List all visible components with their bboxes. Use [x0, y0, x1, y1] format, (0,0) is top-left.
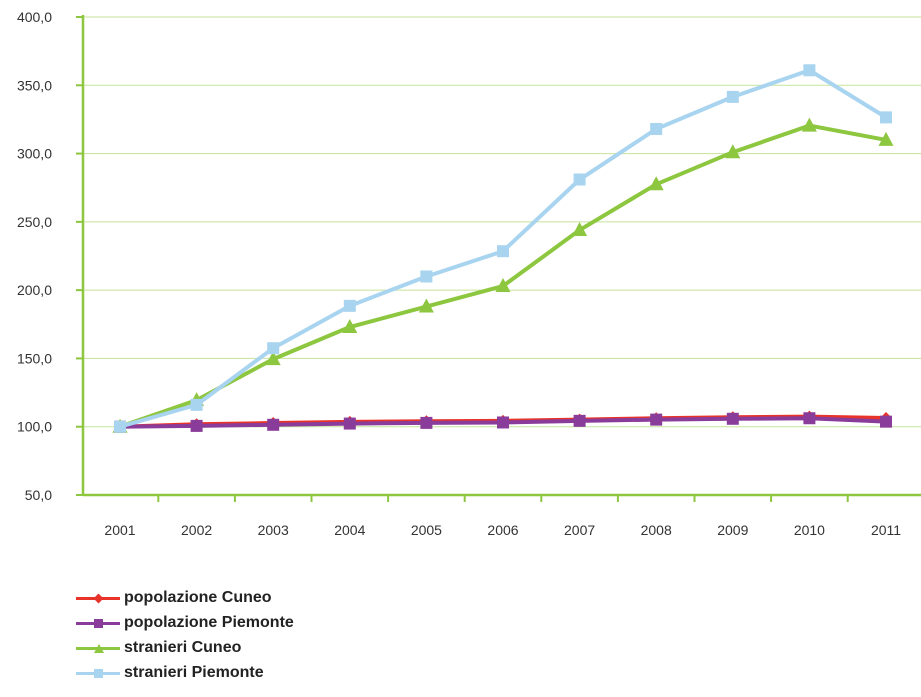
x-axis-tick-labels: 2001 2002 2003 2004 2005 2006 2007 2008 2009 2010… [104, 522, 901, 538]
line-chart: 50,0100,0150,0200,0250,0300,0350,0400,0 … [17, 9, 921, 538]
x-tick-label: 2006 [487, 522, 518, 538]
legend-item: popolazione Piemonte [76, 610, 294, 635]
data-point [880, 415, 892, 428]
y-tick-label: 300,0 [17, 146, 52, 162]
data-point [650, 413, 663, 426]
data-point [803, 64, 816, 77]
legend-swatch [76, 641, 120, 655]
data-point [801, 117, 817, 132]
x-tick-label: 2011 [871, 522, 901, 538]
legend-label: stranieri Piemonte [124, 663, 264, 681]
data-point [418, 298, 434, 313]
x-tick-label: 2001 [104, 522, 135, 538]
series-popolazione-piemonte [114, 412, 892, 433]
y-tick-label: 100,0 [17, 419, 52, 435]
legend-label: popolazione Cuneo [124, 588, 272, 606]
legend-item: popolazione Cuneo [76, 585, 294, 610]
x-tick-label: 2004 [334, 522, 365, 538]
axes [76, 15, 921, 502]
data-point [343, 299, 356, 312]
data-point [497, 416, 509, 429]
y-tick-label: 350,0 [17, 77, 52, 93]
gridlines [83, 16, 921, 428]
data-point [573, 414, 586, 427]
legend-swatch [76, 591, 120, 605]
data-point [497, 245, 509, 258]
data-point [267, 342, 280, 355]
data-point [342, 319, 358, 334]
data-point [343, 417, 356, 430]
x-tick-label: 2008 [641, 522, 672, 538]
legend-item: stranieri Piemonte [76, 660, 294, 685]
y-tick-label: 250,0 [17, 214, 52, 230]
y-axis-tick-labels: 50,0 100,0 150,0 200,0 250,0 300,0 350,0 400,0 [17, 9, 52, 503]
data-point [190, 419, 203, 432]
y-tick-label: 400,0 [17, 9, 52, 25]
y-tick-label: 50,0 [25, 487, 52, 503]
data-point [265, 351, 281, 366]
legend-swatch [76, 666, 120, 680]
data-point [190, 398, 203, 411]
x-tick-label: 2009 [717, 522, 748, 538]
data-point [648, 176, 664, 191]
data-point [726, 412, 739, 425]
series-stranieri-piemonte [114, 64, 892, 433]
data-point [878, 131, 894, 146]
legend-label: popolazione Piemonte [124, 613, 294, 631]
y-tick-label: 200,0 [17, 282, 52, 298]
y-tick-label: 150,0 [17, 350, 52, 366]
data-point [267, 418, 280, 431]
legend-swatch [76, 616, 120, 630]
series-stranieri-cuneo [112, 117, 894, 433]
data-point [572, 222, 588, 237]
legend: popolazione Cuneo popolazione Piemonte str… [76, 585, 294, 685]
data-point [726, 90, 739, 103]
x-tick-label: 2010 [794, 522, 825, 538]
data-point [495, 278, 511, 293]
x-tick-label: 2002 [181, 522, 212, 538]
data-point [803, 412, 816, 425]
data-point [880, 111, 892, 124]
x-tick-label: 2003 [258, 522, 289, 538]
legend-item: stranieri Cuneo [76, 635, 294, 660]
data-point [725, 144, 741, 159]
data-point [114, 420, 126, 433]
chart-series [112, 64, 894, 433]
data-point [650, 122, 663, 135]
x-tick-label: 2007 [564, 522, 595, 538]
legend-label: stranieri Cuneo [124, 638, 242, 656]
x-tick-label: 2005 [411, 522, 442, 538]
data-point [573, 173, 586, 186]
series-line [119, 123, 887, 429]
data-point [420, 270, 433, 283]
data-point [420, 416, 433, 429]
